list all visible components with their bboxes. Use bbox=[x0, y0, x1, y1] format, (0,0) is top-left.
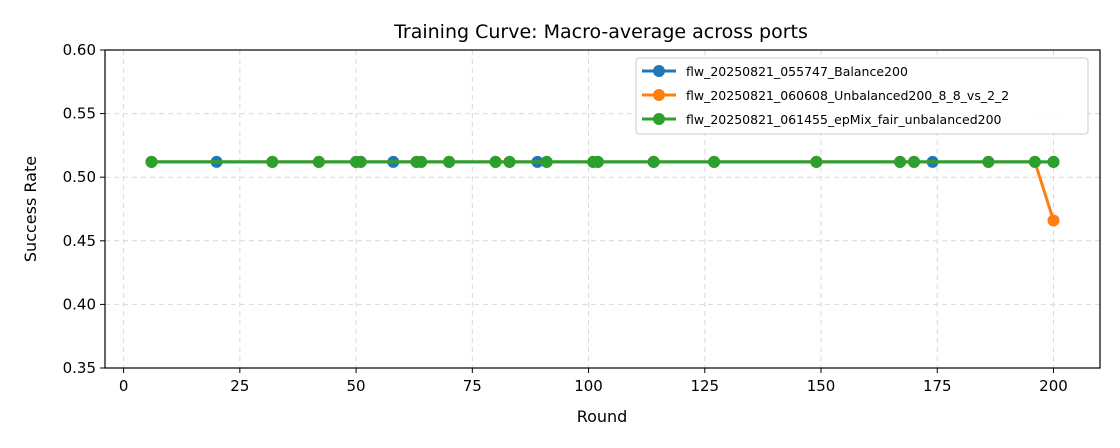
series-3-point bbox=[354, 155, 367, 168]
legend-label: flw_20250821_055747_Balance200 bbox=[686, 64, 908, 79]
series-3-point bbox=[982, 155, 995, 168]
legend-marker bbox=[653, 89, 665, 101]
series-3-point bbox=[591, 155, 604, 168]
series-3 bbox=[145, 155, 1060, 168]
series-3-point bbox=[647, 155, 660, 168]
y-tick-label: 0.55 bbox=[63, 105, 96, 123]
series-3-point bbox=[810, 155, 823, 168]
y-tick-label: 0.50 bbox=[63, 168, 96, 186]
x-tick-label: 200 bbox=[1039, 377, 1068, 395]
y-axis-label: Success Rate bbox=[21, 156, 40, 262]
series-3-point bbox=[1047, 155, 1060, 168]
y-tick-label: 0.35 bbox=[63, 359, 96, 377]
x-tick-label: 0 bbox=[119, 377, 129, 395]
legend-marker bbox=[653, 113, 665, 125]
series-3-point bbox=[266, 155, 279, 168]
plot-frame bbox=[104, 49, 1101, 369]
series-3-point bbox=[708, 155, 721, 168]
legend-box bbox=[635, 57, 1089, 135]
series-layer bbox=[145, 155, 1060, 227]
chart-title: Training Curve: Macro-average across por… bbox=[393, 21, 808, 43]
x-tick-label: 150 bbox=[807, 377, 836, 395]
x-tick-label: 175 bbox=[923, 377, 952, 395]
legend-label: flw_20250821_060608_Unbalanced200_8_8_vs… bbox=[686, 88, 1009, 103]
series-3-point bbox=[443, 155, 456, 168]
legend-marker bbox=[653, 65, 665, 77]
x-tick-label: 25 bbox=[230, 377, 249, 395]
axis-ticks: 0 25 50 75 100 125 150 175 200 0.35 0.40 0.45 0.50 0.… bbox=[63, 41, 1068, 395]
series-3-point bbox=[1028, 155, 1041, 168]
series-3-point bbox=[503, 155, 516, 168]
series-2-point bbox=[1047, 214, 1060, 227]
x-tick-label: 125 bbox=[690, 377, 719, 395]
series-3-point bbox=[908, 155, 921, 168]
legend-label: flw_20250821_061455_epMix_fair_unbalance… bbox=[686, 112, 1002, 127]
series-3-point bbox=[894, 155, 907, 168]
legend: flw_20250821_055747_Balance200 flw_202508… bbox=[635, 57, 1089, 135]
y-tick-label: 0.60 bbox=[63, 41, 96, 59]
x-tick-label: 50 bbox=[347, 377, 366, 395]
series-3-point bbox=[415, 155, 428, 168]
series-3-point bbox=[489, 155, 502, 168]
x-axis-label: Round bbox=[577, 407, 628, 426]
series-3-point bbox=[540, 155, 553, 168]
series-3-point bbox=[312, 155, 325, 168]
series-3-point bbox=[145, 155, 158, 168]
x-tick-label: 100 bbox=[574, 377, 603, 395]
y-tick-label: 0.45 bbox=[63, 232, 96, 250]
y-tick-label: 0.40 bbox=[63, 295, 96, 313]
x-tick-label: 75 bbox=[463, 377, 482, 395]
